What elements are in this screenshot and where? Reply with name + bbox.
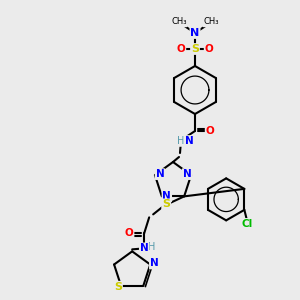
Text: N: N bbox=[183, 169, 191, 179]
Text: O: O bbox=[206, 126, 214, 136]
Text: N: N bbox=[163, 191, 171, 201]
Text: N: N bbox=[156, 169, 164, 179]
Text: H: H bbox=[148, 242, 156, 252]
Text: N: N bbox=[190, 28, 200, 38]
Text: O: O bbox=[205, 44, 213, 54]
Text: O: O bbox=[125, 228, 134, 239]
Text: H: H bbox=[177, 136, 185, 146]
Text: CH₃: CH₃ bbox=[203, 17, 219, 26]
Text: S: S bbox=[162, 200, 170, 209]
Text: S: S bbox=[191, 44, 199, 54]
Text: S: S bbox=[114, 282, 122, 292]
Text: N: N bbox=[150, 259, 159, 269]
Text: N: N bbox=[140, 243, 148, 254]
Text: N: N bbox=[184, 136, 194, 146]
Text: O: O bbox=[177, 44, 185, 54]
Text: CH₃: CH₃ bbox=[171, 17, 187, 26]
Text: Cl: Cl bbox=[242, 219, 253, 229]
